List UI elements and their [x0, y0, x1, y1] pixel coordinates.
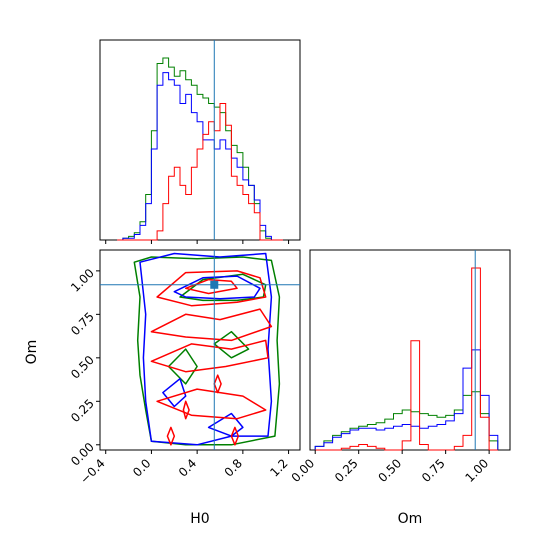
h0-om-contour-frame [99, 249, 301, 451]
contour-green-0 [133, 256, 281, 446]
contour-red-0 [156, 270, 267, 307]
x-axis-label-om: Om [398, 511, 423, 527]
contour-red-7 [230, 426, 240, 446]
h0-tick-label: 1.2 [267, 456, 290, 479]
om-x-tick-label: 0.50 [376, 456, 405, 485]
h0-tick-label: 0.8 [222, 456, 245, 479]
x-axis-label-h0: H0 [190, 511, 209, 527]
om-histogram [314, 250, 499, 451]
h0-tick-label: 0.4 [176, 456, 199, 479]
h0-histogram-frame [99, 39, 301, 241]
contour-red-3 [150, 339, 269, 373]
contour-red-2 [150, 308, 273, 342]
contour-red-4 [156, 388, 267, 420]
om-hist-green [314, 391, 499, 450]
contour-red-6 [182, 400, 190, 420]
om-histogram-frame [309, 249, 511, 451]
contour-blue-1 [173, 275, 261, 300]
om-x-tick-label: 1.00 [462, 456, 491, 485]
om-y-tick-label: 0.75 [68, 309, 97, 338]
om-hist-red [315, 267, 498, 451]
contour-red-5 [166, 426, 176, 446]
truth-marker [210, 280, 219, 289]
h0-tick-label: 0.0 [130, 456, 153, 479]
om-x-tick-label: 0.00 [289, 456, 318, 485]
contour-green-2 [167, 348, 198, 385]
contour-blue-3 [162, 377, 187, 408]
contour-green-3 [213, 330, 250, 359]
y-axis-label-om: Om [24, 340, 40, 365]
h0-om-contours [100, 250, 300, 450]
om-y-tick-label: 0.25 [68, 396, 97, 425]
h0-hist-red [117, 103, 283, 241]
h0-hist-blue [117, 72, 283, 241]
om-x-tick-label: 0.75 [419, 456, 448, 485]
contour-blue-0 [139, 252, 273, 446]
om-y-tick-label: 0.50 [68, 353, 97, 382]
om-y-tick-label: 1.00 [68, 266, 97, 295]
contour-red-8 [213, 374, 222, 394]
om-x-tick-label: 0.25 [332, 456, 361, 485]
h0-histogram [117, 40, 283, 241]
